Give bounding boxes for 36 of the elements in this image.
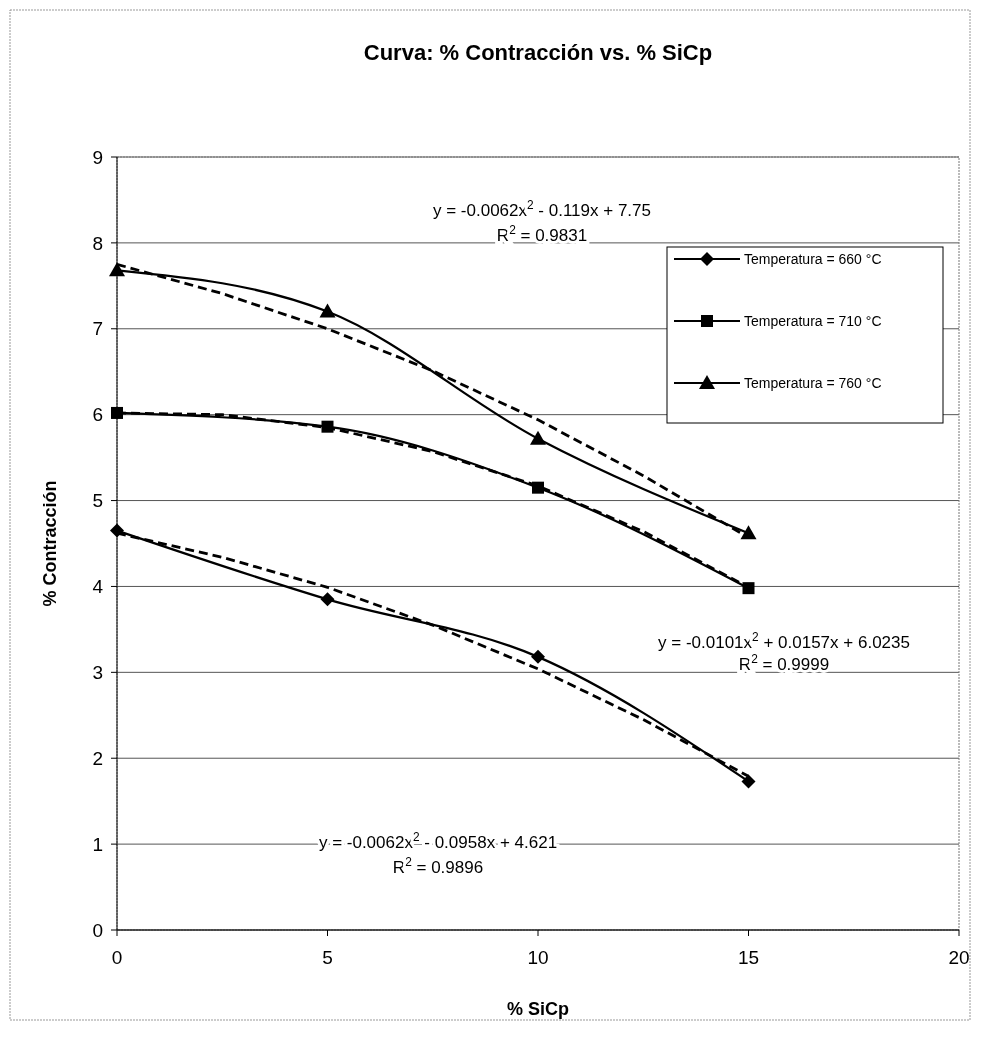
y-tick-label: 0 (92, 919, 103, 941)
y-tick-label: 4 (92, 576, 104, 598)
point (741, 774, 756, 789)
y-tick-label: 6 (92, 404, 103, 426)
annotation: R$^{2}$ = 0.9831 (496, 223, 588, 245)
point (742, 582, 755, 595)
y-tick-label: 5 (92, 490, 103, 512)
point (111, 406, 123, 419)
x-tick-label: 20 (948, 947, 970, 968)
y-tick-label: 8 (92, 232, 103, 254)
point (320, 592, 335, 607)
y-axis-title: % Contracción (40, 480, 60, 607)
point (319, 303, 336, 318)
annotation: y = -0.0062x$^{2}$ - 0.119x + 7.75 (432, 198, 652, 220)
x-tick-label: 10 (527, 947, 549, 968)
annotation: y = -0.0101x$^{2}$ + 0.0157x + 6.0235 (658, 630, 910, 652)
annotation: R$^{2}$ = 0.9896 (392, 855, 484, 877)
point (110, 523, 124, 538)
y-tick-label: 2 (92, 747, 103, 769)
legend-label: Temperatura = 660 °C (744, 250, 882, 267)
annotation: R$^{2}$ = 0.9999 (738, 652, 830, 674)
point (530, 430, 546, 445)
chart-title: Curva: % Contracción vs. % SiCp (363, 40, 713, 65)
point (531, 649, 545, 664)
x-tick-label: 0 (111, 947, 123, 968)
y-tick-label: 1 (92, 833, 103, 855)
x-tick-label: 15 (737, 947, 760, 968)
annotation: y = -0.0062x$^{2}$ - 0.0958x + 4.621 (318, 830, 558, 852)
point (109, 262, 125, 277)
x-axis-title: % SiCp (506, 999, 570, 1019)
x-tick-label: 5 (322, 947, 333, 968)
y-tick-label: 9 (92, 146, 103, 168)
legend-label: Temperatura = 710 °C (744, 312, 882, 329)
legend-label: Temperatura = 760 °C (744, 374, 882, 391)
y-tick-label: 7 (92, 318, 103, 340)
y-tick-label: 3 (92, 661, 103, 683)
